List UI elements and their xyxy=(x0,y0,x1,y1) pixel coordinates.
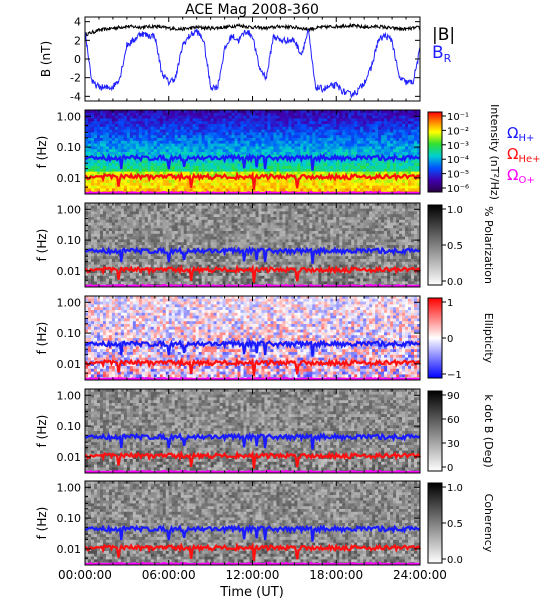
panel-k-dot-b-colorbar-tick-label: 0 xyxy=(447,463,453,474)
panel-intensity-colorbar-tick-label: 10⁻⁵ xyxy=(447,170,469,181)
panel-intensity-colorbar-tick-label: 10⁻¹ xyxy=(447,112,469,123)
legend-omega-oplus: ΩO+ xyxy=(507,166,535,186)
b-series-total xyxy=(84,22,421,37)
x-tick-label: 12:00:00 xyxy=(226,568,280,582)
legend-total-b: |B| xyxy=(432,25,455,45)
b-y-tick-label: 2 xyxy=(74,34,81,47)
b-y-tick-label: -4 xyxy=(70,90,81,103)
legend-omega-heplus: ΩHe+ xyxy=(507,145,541,165)
legend-radial-b: BR xyxy=(432,43,452,65)
panel-intensity-colorbar xyxy=(427,111,443,193)
panel-k-dot-b-colorbar-tick-label: 60 xyxy=(447,415,460,426)
panel-k-dot-b-colorbar xyxy=(427,390,443,472)
panel-intensity-y-tick-label: 1.00 xyxy=(57,110,82,123)
panel-coherency-gyro-line-heplus xyxy=(84,541,421,561)
panel-coherency-y-axis-label: f (Hz) xyxy=(35,507,49,540)
panel-k-dot-b-y-tick-label: 0.10 xyxy=(57,420,82,433)
panel--polarization-colorbar-tick-label: 0.0 xyxy=(447,277,463,288)
panel-ellipticity-y-tick-label: 0.10 xyxy=(57,327,82,340)
panel-k-dot-b-y-tick-label: 1.00 xyxy=(57,389,82,402)
panel-ellipticity-colorbar-label: Ellipticity xyxy=(482,313,495,364)
b-series-radial xyxy=(84,27,421,99)
legend-omega-hplus: ΩH+ xyxy=(507,124,534,144)
panel-coherency-colorbar-label: Coherency xyxy=(482,494,495,553)
panel-intensity-colorbar-tick-label: 10⁻² xyxy=(447,126,469,137)
panel-intensity-colorbar-tick-label: 10⁻³ xyxy=(447,141,469,152)
panel-coherency-y-tick-label: 0.10 xyxy=(57,512,82,525)
x-tick-label: 18:00:00 xyxy=(309,568,363,582)
panel-ellipticity-colorbar-tick-label: −1 xyxy=(447,370,462,381)
b-y-tick-label: -2 xyxy=(70,72,81,85)
panel--polarization-y-tick-label: 1.00 xyxy=(57,203,82,216)
panel-ellipticity-colorbar-tick-label: 1 xyxy=(447,298,453,309)
panel--polarization-gyro-line-heplus xyxy=(84,263,421,283)
panel-k-dot-b-colorbar-tick-label: 90 xyxy=(447,391,460,402)
panel-intensity-y-axis-label: f (Hz) xyxy=(35,136,49,169)
panel--polarization-y-tick-label: 0.01 xyxy=(57,265,82,278)
panel-ellipticity-gyro-line-heplus xyxy=(84,356,421,376)
b-y-tick-label: 0 xyxy=(74,53,81,66)
panel--polarization-y-axis-label: f (Hz) xyxy=(35,229,49,262)
chart-title: ACE Mag 2008-360 xyxy=(185,2,319,18)
panel-ellipticity-colorbar-tick-label: 0 xyxy=(447,334,453,345)
b-y-axis-label: B (nT) xyxy=(39,41,53,77)
panel-k-dot-b-colorbar-label: k dot B (Deg) xyxy=(482,394,495,467)
panel-k-dot-b-colorbar-tick-label: 30 xyxy=(447,439,460,450)
panel--polarization-y-tick-label: 0.10 xyxy=(57,234,82,247)
panel--polarization-colorbar xyxy=(427,204,443,286)
panel-coherency-colorbar-tick-label: 1.0 xyxy=(447,483,463,494)
panel-intensity-colorbar-tick-label: 10⁻⁶ xyxy=(447,184,469,195)
panel-intensity-colorbar-label: Intensity (nT²/Hz) xyxy=(488,104,501,200)
x-tick-label: 24:00:00 xyxy=(393,568,447,582)
panels: 420-2-4B (nT)|B|BR1.000.100.01f (Hz)10⁻¹… xyxy=(35,16,541,582)
panel-k-dot-b-y-tick-label: 0.01 xyxy=(57,451,82,464)
panel-intensity-colorbar-tick-label: 10⁻⁴ xyxy=(447,155,469,166)
panel-intensity-gyro-line-hplus xyxy=(84,152,421,171)
panel-intensity-y-tick-label: 0.01 xyxy=(57,172,82,185)
panel--polarization-colorbar-tick-label: 1.0 xyxy=(447,205,463,216)
panel--polarization-gyro-line-hplus xyxy=(84,245,421,264)
panel-coherency-colorbar-tick-label: 0.5 xyxy=(447,519,463,530)
panel-ellipticity-y-tick-label: 0.01 xyxy=(57,358,82,371)
panel--polarization-colorbar-label: % Polarization xyxy=(482,206,495,284)
panel-intensity-gyro-line-heplus xyxy=(84,170,421,190)
panel-ellipticity-spectrogram xyxy=(85,296,421,381)
x-axis-label: Time (UT) xyxy=(219,585,284,600)
panel-coherency-colorbar-tick-label: 0.0 xyxy=(447,555,463,566)
x-tick-label: 06:00:00 xyxy=(142,568,196,582)
b-y-tick-label: 4 xyxy=(74,16,81,29)
panel-ellipticity-colorbar xyxy=(427,297,443,379)
x-tick-label: 00:00:00 xyxy=(58,568,112,582)
panel-coherency-gyro-line-hplus xyxy=(84,523,421,542)
panel-coherency-colorbar xyxy=(427,482,443,564)
panel-ellipticity-gyro-line-hplus xyxy=(84,338,421,357)
panel-k-dot-b-y-axis-label: f (Hz) xyxy=(35,415,49,448)
panel-coherency-y-tick-label: 1.00 xyxy=(57,481,82,494)
panel-intensity-y-tick-label: 0.10 xyxy=(57,141,82,154)
panel-coherency-y-tick-label: 0.01 xyxy=(57,543,82,556)
panel--polarization-colorbar-tick-label: 0.5 xyxy=(447,241,463,252)
panel-k-dot-b-gyro-line-hplus xyxy=(84,431,421,450)
panel-ellipticity-y-axis-label: f (Hz) xyxy=(35,322,49,355)
b-panel-frame xyxy=(84,16,421,102)
panel-ellipticity-y-tick-label: 1.00 xyxy=(57,296,82,309)
panel-k-dot-b-gyro-line-heplus xyxy=(84,449,421,469)
